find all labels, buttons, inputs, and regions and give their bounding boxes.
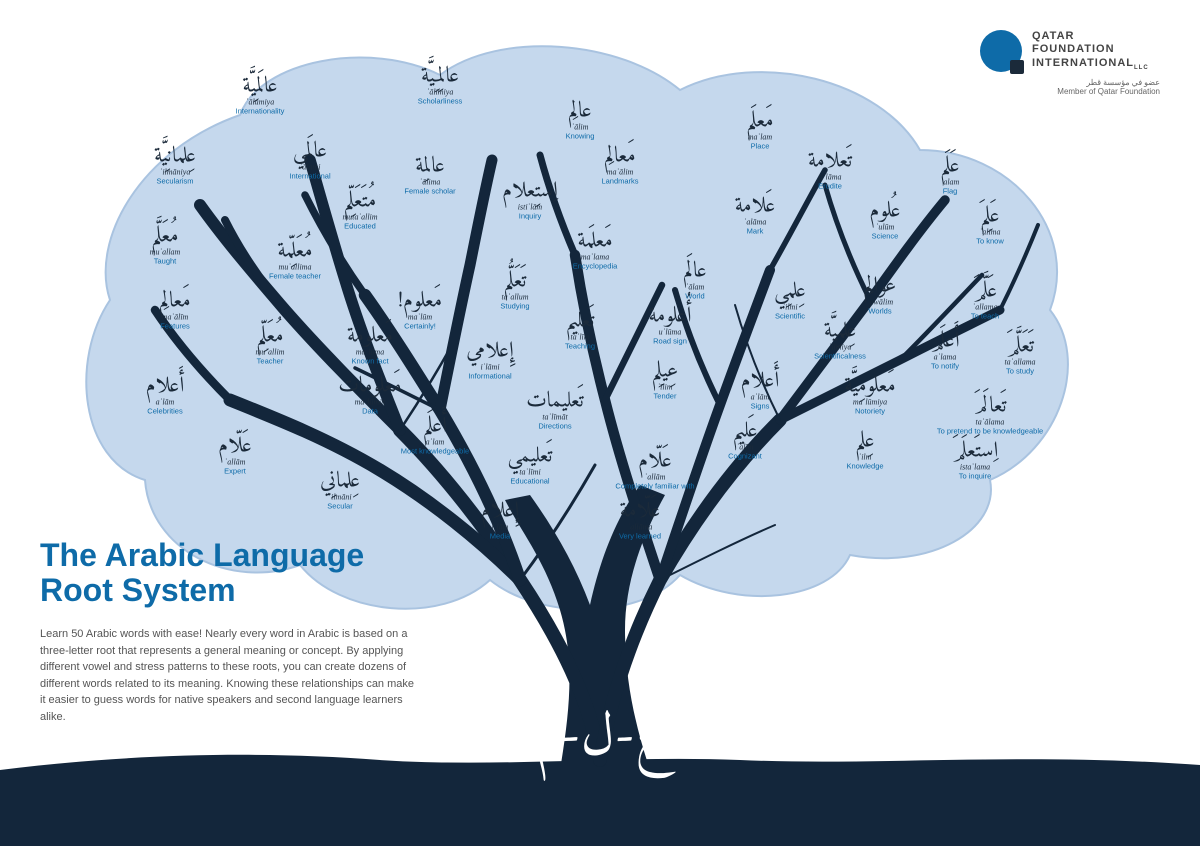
word-node: عِلمانِيَّةʿilmāniyaSecularism bbox=[154, 145, 196, 185]
word-node: مَعلَمةmaʿlamaEncyclopedia bbox=[573, 230, 618, 270]
word-node: تَعلامةtiʿlāmaErudite bbox=[808, 150, 852, 190]
word-node: مَعلوم!maʿlūmCertainly! bbox=[398, 290, 442, 330]
word-node: عَلامةʿalāmaMark bbox=[735, 195, 776, 235]
word-node: عِيلِمʿīlimTender bbox=[652, 360, 679, 400]
word-node: تَعليماتtaʿlīmātDirections bbox=[526, 390, 584, 430]
word-node: عالَمʿālamWorld bbox=[683, 260, 706, 300]
word-node: عَليمʿalīmCognizant bbox=[728, 420, 762, 460]
word-node: عِلمِيَّةʿilmiyaScientificalness bbox=[814, 320, 866, 360]
word-node: عالِمʿālimKnowing bbox=[566, 100, 595, 140]
word-node: مُعَلِّمmuʿallimTeacher bbox=[256, 325, 285, 365]
word-node: تَعالَمَtaʿālamaTo pretend to be knowled… bbox=[937, 395, 1043, 435]
word-node: مُتَعَلِّمmutaʿallimEducated bbox=[342, 190, 377, 230]
word-node: عَلّامʿallāmExpert bbox=[218, 435, 252, 475]
root-letters: ع-ل-م bbox=[535, 689, 666, 788]
word-node: عَلّامʿallāmCompletely familiar with bbox=[615, 450, 694, 490]
word-node: مَعالِمmaʿālimLandmarks bbox=[601, 145, 638, 185]
word-node: مَعلوماتmaʿlūmātData bbox=[338, 375, 401, 415]
page-title: The Arabic Language Root System bbox=[40, 538, 420, 608]
word-node: عالِمِيَّةʿālimiyaScholarliness bbox=[418, 65, 463, 105]
word-node: إِعلاميiʿlāmiInformational bbox=[466, 340, 514, 380]
word-node: اِستَعلَمَistaʿlamaTo inquire bbox=[952, 440, 999, 480]
word-node: أَعلامaʿlāmCelebrities bbox=[146, 375, 185, 415]
word-node: أَعلَمَaʿlamaTo notify bbox=[930, 330, 960, 370]
qfi-logo-sub: عضو في مؤسسة قطر Member of Qatar Foundat… bbox=[980, 78, 1160, 96]
word-node: عَلِمَʿalimaTo know bbox=[976, 205, 1004, 245]
word-node: أَعلامaʿlāmSigns bbox=[741, 370, 780, 410]
word-node: مَعالِمmaʿālīmFeatures bbox=[159, 290, 190, 330]
word-node: عالِمةʿālimaFemale scholar bbox=[404, 155, 455, 195]
word-node: إِعلامiʿlāmMedia bbox=[481, 500, 520, 540]
word-node: تَعَلُّمtaʿallumStudying bbox=[500, 270, 529, 310]
word-node: مُعَلِّمةmuʿallimaFemale teacher bbox=[269, 240, 321, 280]
title-block: The Arabic Language Root System Learn 50… bbox=[40, 538, 420, 725]
word-node: عِلمʿilmKnowledge bbox=[846, 430, 883, 470]
word-node: أَعلَمaʿlamMost knowledgeable bbox=[401, 415, 469, 455]
word-node: عَلَمʿalamFlag bbox=[940, 155, 959, 195]
word-node: مَعلَمmaʿlamPlace bbox=[746, 110, 773, 150]
word-node: عِلمِيʿilmiScientific bbox=[774, 280, 806, 320]
qfi-logo-text: QATAR FOUNDATION INTERNATIONALLLC bbox=[1032, 30, 1149, 72]
word-node: عَلّامةʿallāmaVery learned bbox=[619, 500, 661, 540]
word-node: اِستِعلامistiʿlāmInquiry bbox=[502, 180, 558, 220]
word-node: أُعلومةuʿlūmaRoad sign bbox=[648, 305, 691, 345]
word-node: تَعليمtaʿlīmTeaching bbox=[565, 310, 595, 350]
description: Learn 50 Arabic words with ease! Nearly … bbox=[40, 626, 420, 725]
qfi-logo-icon bbox=[980, 30, 1022, 72]
word-node: مُعَلَّمmuʿallamTaught bbox=[150, 225, 181, 265]
word-node: عُلومʿulūmScience bbox=[869, 200, 900, 240]
word-node: عَلَّمَʿallamaTo teach bbox=[971, 280, 999, 320]
word-node: عالَمِيَّةʿālamiyaInternationality bbox=[236, 75, 285, 115]
word-node: عالَميʿālamiInternational bbox=[289, 140, 330, 180]
word-node: عَوالِمʿawālimWorlds bbox=[864, 275, 897, 315]
word-node: تَعَلَّمَtaʿallamaTo study bbox=[1004, 335, 1035, 375]
logo-block: QATAR FOUNDATION INTERNATIONALLLC عضو في… bbox=[980, 30, 1160, 96]
word-node: عِلمانِيʿilmāniSecular bbox=[320, 470, 360, 510]
word-node: تَعليميtaʿlīmiEducational bbox=[508, 445, 553, 485]
word-node: مَعلومِيَّةmaʿlūmiyaNotoriety bbox=[844, 375, 895, 415]
word-node: مَعلومةmaʿlūmaKnown fact bbox=[347, 325, 393, 365]
